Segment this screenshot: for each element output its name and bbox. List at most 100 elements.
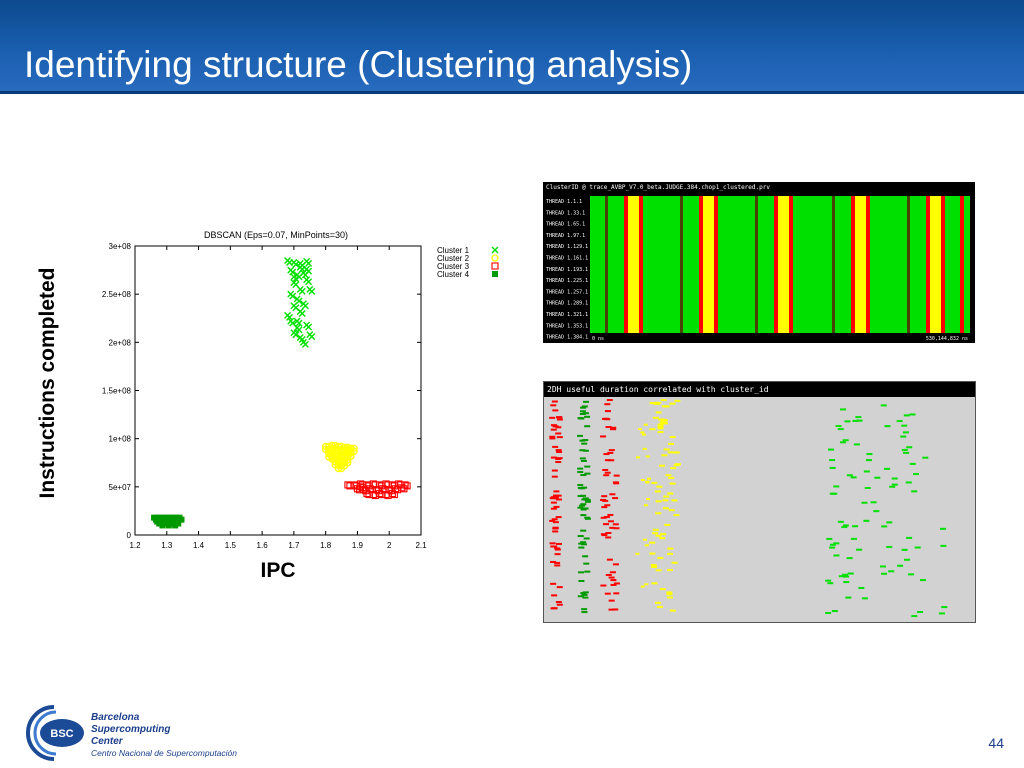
histogram-cell [855, 416, 862, 419]
histogram-cell [552, 497, 559, 500]
y-tick-label: 2e+08 [109, 338, 132, 347]
data-point [328, 453, 336, 461]
histogram-cell [665, 474, 672, 477]
thread-label: THREAD 1.193.1 [546, 267, 588, 273]
thread-label: THREAD 1.1.1 [546, 199, 582, 205]
histogram-cell [635, 552, 640, 555]
histogram-cell [641, 433, 646, 436]
y-tick-label: 1.5e+08 [102, 387, 132, 396]
histogram-cell [874, 476, 881, 479]
histogram-cell [657, 427, 664, 430]
histogram-cell [550, 496, 557, 499]
histogram-cell [826, 537, 833, 540]
histogram-cell [601, 506, 608, 509]
histogram-cell [582, 412, 589, 415]
histogram-cell [556, 436, 563, 439]
histogram-cell [582, 507, 589, 510]
histogram-cell [909, 462, 916, 465]
timeline-cluster3-band [624, 196, 628, 333]
histogram-cell [607, 451, 614, 454]
x-tick-label: 1.7 [288, 541, 300, 550]
histogram-cell [856, 548, 863, 551]
histogram-cell [605, 536, 612, 539]
histogram-cell [550, 582, 557, 585]
histogram-cell [657, 423, 664, 426]
legend-label: Cluster 3 [437, 262, 470, 271]
series-cluster-1 [284, 256, 316, 348]
histogram-cell [663, 448, 670, 451]
data-point [357, 483, 365, 491]
y-tick-label: 1e+08 [109, 435, 132, 444]
histogram-cell [833, 554, 840, 557]
histogram-cell [580, 459, 587, 462]
histogram-cell [645, 481, 650, 484]
histogram-cell [669, 609, 676, 612]
histogram-cell [906, 536, 913, 539]
data-point [305, 267, 313, 275]
histogram-cell [828, 448, 835, 451]
histogram-column [825, 404, 948, 618]
histogram-cell [829, 466, 836, 469]
histogram-cell [840, 408, 847, 411]
histogram-cell [903, 414, 910, 417]
histogram-cell [613, 527, 620, 530]
histogram-cell [582, 596, 589, 599]
histogram-cell [579, 412, 586, 415]
histogram-cell [550, 404, 557, 407]
histogram-cell [549, 542, 556, 545]
histogram-cell [914, 546, 921, 549]
thread-label: THREAD 1.97.1 [546, 233, 585, 239]
data-point [301, 302, 309, 310]
histogram-cell [833, 485, 840, 488]
histogram-cell [838, 575, 845, 578]
histogram-cell [550, 456, 557, 459]
histogram-cell [659, 588, 666, 591]
y-tick-label: 0 [127, 531, 132, 540]
histogram-cell [552, 530, 559, 533]
histogram-cell [853, 443, 860, 446]
histogram-cell [669, 402, 676, 405]
legend-marker [492, 271, 498, 277]
histogram-cell [656, 485, 663, 488]
timeline-start [590, 196, 595, 333]
data-point [344, 448, 352, 456]
histogram-cell [580, 508, 587, 511]
data-point [165, 522, 172, 529]
histogram-cell [555, 498, 562, 501]
dbscan-scatter-chart: DBSCAN (Eps=0.07, MinPoints=30) 1.2 1.3 1.… [102, 230, 499, 550]
histogram-cell [551, 469, 558, 472]
histogram-cell [856, 419, 863, 422]
histogram-cell [556, 457, 563, 460]
histogram-cell [610, 426, 617, 429]
histogram-cell [911, 615, 918, 618]
histogram-cell [940, 544, 947, 547]
histogram-cell [582, 555, 589, 558]
histogram-cell [638, 428, 643, 431]
histogram-cell [577, 506, 584, 509]
thread-label: THREAD 1.257.1 [546, 289, 588, 295]
histogram-cell [663, 495, 670, 498]
histogram-cell [668, 509, 675, 512]
timeline-dark-band [605, 196, 608, 333]
timeline-cluster3-band [699, 196, 703, 333]
histogram-cell [846, 474, 853, 477]
bsc-logo: BSC Barcelona Supercomputing Center Cent… [24, 703, 254, 763]
timeline-cluster3-band [714, 196, 718, 333]
data-point [295, 319, 303, 327]
histogram-cell [905, 481, 912, 484]
histogram-cell [900, 435, 907, 438]
histogram-cell [552, 409, 559, 412]
histogram-cell [644, 544, 649, 547]
data-point [359, 484, 367, 492]
histogram-cell [613, 474, 620, 477]
histogram-cell [881, 525, 888, 528]
histogram-cell [607, 520, 614, 523]
histogram-cell [555, 516, 562, 519]
histogram-cell [609, 493, 616, 496]
histogram-header: 2DH useful duration correlated with clus… [544, 382, 975, 397]
thread-label: THREAD 1.321.1 [546, 312, 588, 318]
histogram-cell [842, 439, 849, 442]
histogram-cell [901, 548, 908, 551]
legend-marker [491, 262, 499, 270]
histogram-cell [913, 473, 920, 476]
